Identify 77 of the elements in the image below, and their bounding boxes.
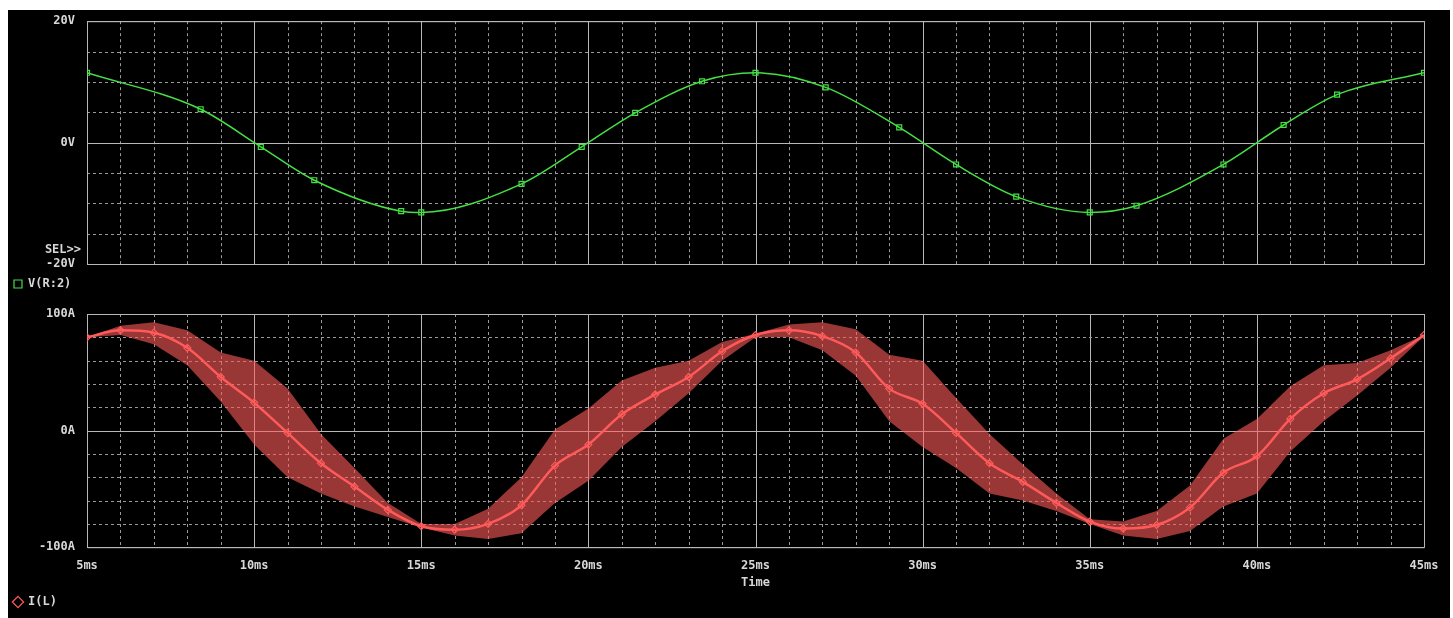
- point: [517, 501, 526, 510]
- x-tick-label: 30ms: [908, 557, 938, 572]
- point: [383, 505, 392, 514]
- x-tick-label: 35ms: [1075, 557, 1105, 572]
- point: [1185, 503, 1195, 512]
- point: [1133, 202, 1140, 209]
- y-tick-label: 100A: [46, 306, 76, 321]
- point: [1334, 91, 1341, 98]
- point: [1052, 498, 1061, 507]
- point: [1013, 193, 1020, 200]
- point: [257, 143, 264, 150]
- legend-label: V(R:2): [28, 276, 72, 291]
- point: [1319, 389, 1328, 398]
- point: [250, 398, 259, 407]
- point: [617, 410, 626, 419]
- point: [1119, 524, 1128, 533]
- point: [149, 328, 158, 337]
- point: [1219, 468, 1228, 477]
- point: [651, 390, 660, 399]
- y-tick-label: 0A: [60, 422, 76, 437]
- point: [578, 143, 585, 150]
- point: [484, 519, 493, 528]
- point: [885, 384, 894, 393]
- point: [1220, 161, 1227, 168]
- legend-label: I(L): [28, 594, 57, 609]
- x-axis-title: Time: [741, 574, 770, 589]
- point: [316, 459, 326, 468]
- point: [818, 332, 827, 341]
- x-tick-label: 20ms: [573, 557, 603, 572]
- point: [952, 161, 960, 168]
- point: [1252, 452, 1261, 461]
- point: [550, 461, 560, 470]
- line-series: [87, 69, 1424, 216]
- x-tick-label: 45ms: [1409, 557, 1439, 572]
- point: [1085, 517, 1094, 526]
- point: [518, 180, 525, 187]
- point: [752, 69, 759, 76]
- point: [1286, 414, 1295, 424]
- point: [350, 482, 359, 491]
- point: [896, 124, 903, 131]
- point: [822, 84, 829, 91]
- point: [216, 372, 225, 382]
- point: [1152, 520, 1161, 530]
- y-tick-label: 20V: [53, 13, 75, 28]
- point: [632, 109, 639, 116]
- point: [417, 522, 426, 531]
- point: [684, 372, 693, 382]
- point: [311, 177, 318, 184]
- point: [751, 330, 760, 340]
- point: [1386, 354, 1395, 363]
- point: [1353, 375, 1362, 384]
- point: [584, 440, 593, 449]
- point: [985, 459, 994, 468]
- point: [717, 347, 727, 356]
- x-tick-label: 15ms: [406, 557, 436, 572]
- point: [183, 343, 192, 352]
- x-tick-label: 25ms: [741, 557, 770, 572]
- point: [851, 348, 860, 357]
- point: [116, 326, 125, 335]
- point: [398, 208, 405, 215]
- point: [450, 525, 459, 534]
- point: [283, 428, 292, 438]
- point: [918, 399, 927, 408]
- y-tick-label: -100A: [38, 539, 76, 554]
- x-tick-label: 10ms: [239, 557, 269, 572]
- point: [418, 209, 425, 216]
- point: [1280, 121, 1287, 129]
- x-tick-label: 5ms: [76, 557, 98, 572]
- y-tick-label: -20V: [46, 256, 75, 271]
- x-tick-label: 40ms: [1242, 557, 1272, 572]
- point: [1086, 209, 1093, 216]
- point: [698, 78, 706, 85]
- point: [1018, 477, 1027, 486]
- text: SEL>>: [44, 242, 81, 257]
- y-tick-label: 0V: [60, 134, 75, 149]
- point: [197, 106, 204, 113]
- point: [951, 428, 961, 438]
